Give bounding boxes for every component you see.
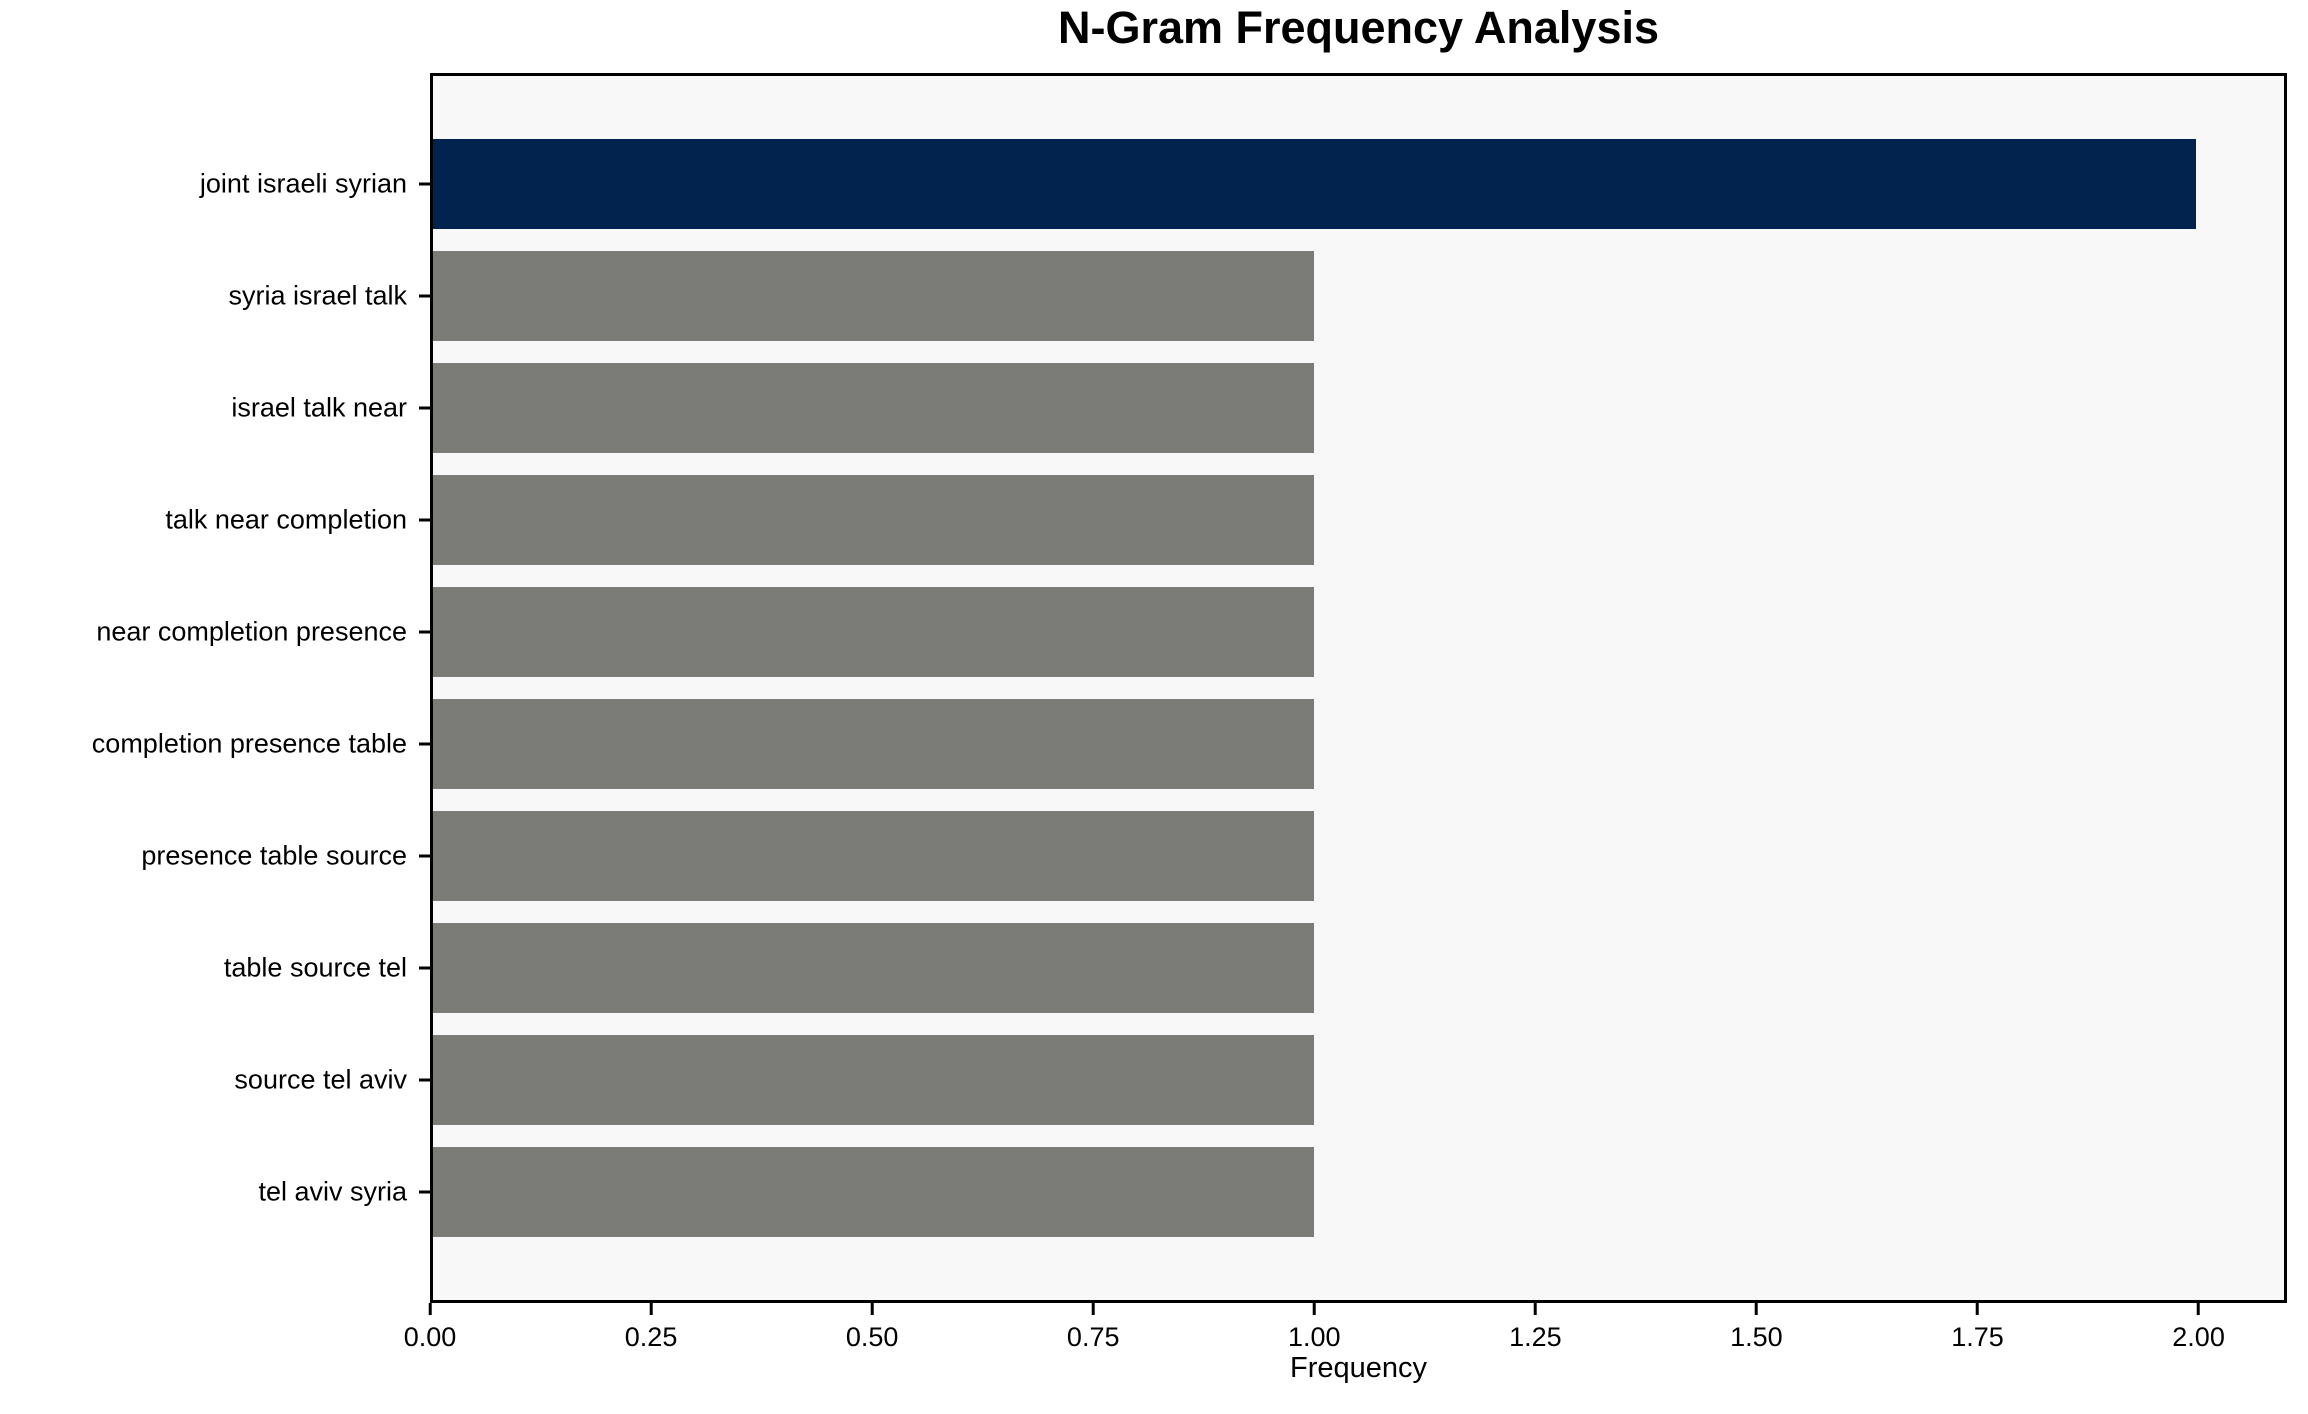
x-tick-mark [1533,1303,1537,1315]
x-tick: 1.75 [1951,1303,2004,1353]
bar-row: israel talk near [231,352,2284,464]
x-tick: 0.75 [1066,1303,1120,1353]
bar-row: presence table source [141,800,2284,912]
y-tick-label: joint israeli syrian [199,168,407,199]
bar [433,587,1315,677]
bar-row: completion presence table [92,688,2284,800]
y-tick-label: syria israel talk [228,280,407,311]
bar-row: syria israel talk [228,240,2284,352]
x-tick-mark [1976,1303,1979,1315]
bar-row: near completion presence [96,576,2284,688]
x-tick: 1.25 [1509,1303,1562,1353]
x-tick-label: 1.00 [1288,1322,1341,1352]
y-tick-label: table source tel [223,952,407,983]
bar [433,1035,1315,1125]
x-tick: 0.50 [845,1303,899,1353]
y-tick-label: source tel aviv [234,1064,407,1095]
bar [433,251,1315,341]
x-tick-mark [1091,1303,1095,1315]
x-tick-label: 0.50 [845,1322,899,1352]
y-tick-mark [419,294,430,298]
bar-row: tel aviv syria [258,1136,2284,1248]
y-tick-mark [419,1078,430,1082]
y-tick-label: near completion presence [96,616,407,647]
x-tick-mark [1312,1303,1316,1315]
x-tick-mark [870,1303,874,1315]
x-tick-label: 1.75 [1951,1322,2004,1352]
bar-rows: joint israeli syrian syria israel talk isr… [92,128,2284,1248]
bar [433,139,2196,229]
y-tick-label: talk near completion [165,504,407,535]
y-tick-label: tel aviv syria [258,1176,407,1207]
y-tick-label: completion presence table [91,728,407,759]
x-tick-label: 0.25 [624,1322,678,1352]
x-tick-label: 1.25 [1509,1322,1562,1352]
bar [433,1147,1315,1237]
x-tick-mark [649,1303,653,1315]
y-tick-label: presence table source [141,840,407,871]
x-tick: 2.00 [2172,1303,2225,1353]
plot-area: joint israeli syrian syria israel talk isr… [92,73,2287,1303]
y-tick-mark [419,518,430,522]
x-tick: 0.25 [624,1303,678,1353]
bar [433,811,1315,901]
x-tick-label: 2.00 [2172,1322,2225,1352]
x-tick-mark [428,1303,432,1315]
x-tick-label: 1.50 [1730,1322,1783,1352]
bar [433,363,1315,453]
y-tick-mark [419,742,430,746]
x-tick: 0.00 [403,1303,457,1353]
x-tick-label: 0.00 [403,1322,457,1352]
bar-row: joint israeli syrian [200,128,2284,240]
x-tick-mark [1754,1303,1758,1315]
bar-row: talk near completion [165,464,2284,576]
bar [433,923,1315,1013]
y-tick-mark [419,406,430,410]
x-axis-label: Frequency [1289,1352,1427,1384]
chart-title: N-Gram Frequency Analysis [1057,2,1660,53]
bar-row: table source tel [224,912,2284,1024]
x-tick-label: 0.75 [1066,1322,1120,1352]
y-tick-mark [419,630,430,634]
bar-row: source tel aviv [234,1024,2284,1136]
y-tick-mark [419,1190,430,1194]
bar [433,475,1315,565]
x-tick: 1.00 [1288,1303,1341,1353]
x-tick-mark [2197,1303,2201,1315]
y-tick-mark [419,854,430,858]
y-tick-label: israel talk near [231,392,407,423]
y-tick-mark [419,182,430,186]
y-tick-mark [419,966,430,970]
x-tick: 1.50 [1730,1303,1783,1353]
bar [433,699,1315,789]
